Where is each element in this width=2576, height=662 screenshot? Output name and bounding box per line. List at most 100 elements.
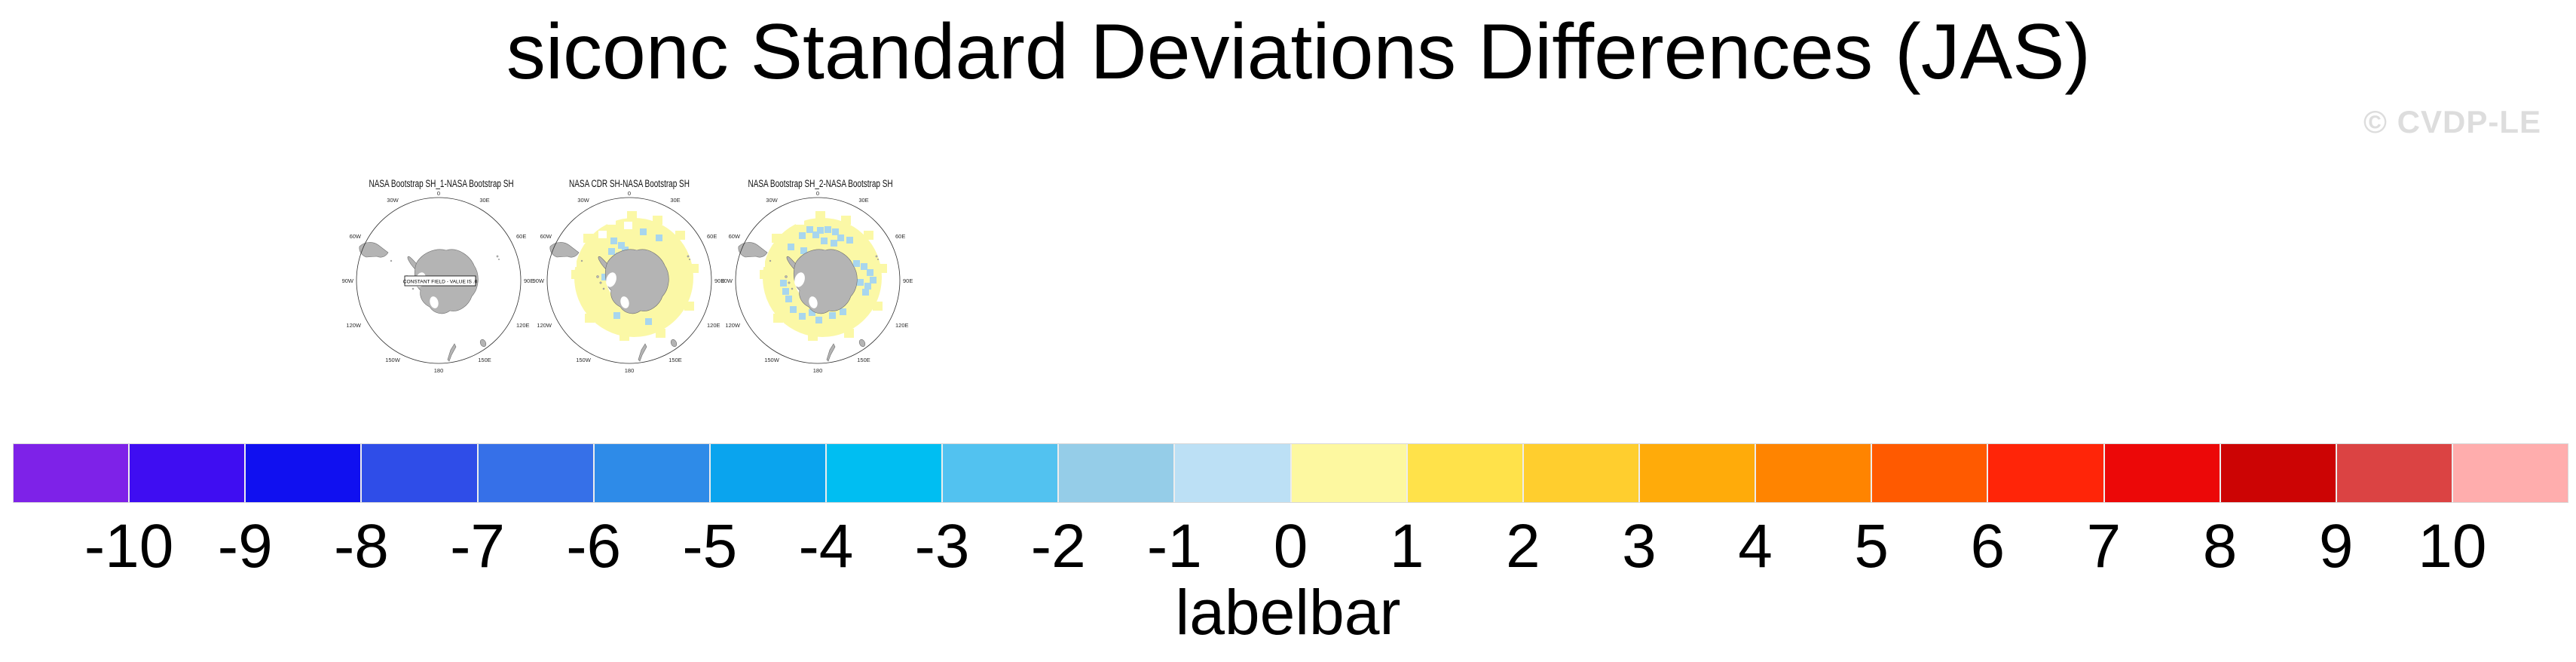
- ice-cell-negative: [610, 238, 617, 244]
- weddell-sea-notch: [794, 272, 805, 287]
- small-island: [875, 255, 878, 258]
- lon-label: 150W: [385, 357, 401, 363]
- panel-title: NASA Bootstrap SH_1-NASA Bootstrap SH: [369, 178, 514, 189]
- ice-cell-negative: [829, 312, 836, 319]
- sea-ice-diff-positive-field: [574, 218, 693, 337]
- lon-label: 90E: [524, 277, 534, 284]
- lon-label: 30W: [766, 197, 778, 204]
- lon-label: 30W: [577, 197, 589, 204]
- ice-cell-positive: [873, 302, 883, 311]
- labelbar-caption: labelbar: [1175, 577, 1401, 648]
- lon-label: 30E: [858, 197, 868, 204]
- antarctica-landmass: [793, 249, 858, 314]
- lon-label: 90W: [342, 277, 354, 284]
- ice-cell-negative: [800, 247, 807, 254]
- labelbar-tick: -5: [682, 512, 738, 581]
- labelbar-tick: -3: [914, 512, 970, 581]
- map-panel-nasa-cdr-sh: NASA CDR SH-NASA Bootstrap SH 0 30E 60E 90E…: [533, 176, 725, 375]
- ice-cell-positive: [656, 329, 665, 338]
- ice-gap: [796, 217, 804, 225]
- constant-field-note-box: [404, 275, 476, 287]
- ice-cell-negative: [846, 237, 853, 244]
- ice-cell-negative: [788, 244, 794, 250]
- labelbar-tick: 0: [1273, 512, 1308, 581]
- ice-cell-positive: [808, 332, 818, 341]
- lon-label: 60W: [350, 233, 362, 240]
- south-america-tip: [549, 242, 580, 258]
- labelbar-color-box: [1175, 444, 1292, 502]
- ice-cell-positive: [877, 264, 887, 273]
- tasmania: [858, 339, 866, 348]
- ice-cell-negative: [840, 308, 846, 315]
- ice-cell-negative: [867, 269, 873, 276]
- labelbar-tick: -6: [566, 512, 622, 581]
- polar-map-nasa-cdr-sh: 0 30E 60E 90E 120E 150E 180 150W 120W 90W 60W 30W: [533, 190, 725, 374]
- labelbar-tick: -10: [84, 512, 174, 581]
- ice-cell-negative: [790, 306, 797, 313]
- ross-sea-notch: [809, 296, 818, 308]
- labelbar-color-box: [2220, 444, 2337, 502]
- ice-cell-negative: [817, 227, 824, 234]
- labelbar-tick: 1: [1389, 512, 1424, 581]
- lon-label: 150E: [668, 357, 682, 363]
- new-zealand: [826, 343, 836, 362]
- ice-cell-negative: [857, 279, 864, 286]
- ice-cell-negative: [806, 226, 813, 233]
- weddell-sea-notch: [606, 272, 616, 287]
- cvdp-le-watermark: © CVDP-LE: [2363, 104, 2541, 139]
- ice-cell-negative: [832, 228, 839, 235]
- labelbar-tick: -1: [1146, 512, 1202, 581]
- labelbar: [13, 443, 2568, 503]
- ice-cell-positive: [571, 270, 581, 279]
- labelbar-tick: -2: [1030, 512, 1086, 581]
- ice-cell-negative: [785, 296, 792, 302]
- ice-cell-negative: [809, 309, 815, 316]
- ice-cell-negative: [815, 317, 822, 323]
- labelbar-tick: -7: [450, 512, 505, 581]
- map-boundary-circle: [735, 197, 901, 364]
- labelbar-color-box: [1639, 444, 1757, 502]
- panel-title: NASA Bootstrap SH_2-NASA Bootstrap SH: [748, 178, 893, 189]
- ice-cell-negative: [861, 263, 867, 270]
- lon-label: 120W: [725, 322, 741, 329]
- ice-cell-negative: [870, 277, 877, 283]
- labelbar-tick: 7: [2086, 512, 2122, 581]
- small-island: [580, 259, 583, 262]
- ice-cell-negative: [799, 313, 806, 320]
- lon-label: 0: [628, 190, 631, 197]
- labelbar-color-box: [1872, 444, 1989, 502]
- small-island: [596, 275, 599, 278]
- labelbar-color-box: [130, 444, 246, 502]
- ice-cell-negative: [656, 234, 662, 241]
- labelbar-color-box: [2452, 444, 2568, 502]
- labelbar-tick: -4: [798, 512, 854, 581]
- ice-cell-positive: [675, 231, 685, 240]
- new-zealand: [638, 343, 647, 362]
- ice-cell-negative: [864, 283, 871, 290]
- labelbar-tick: -8: [333, 512, 389, 581]
- page-title: siconc Standard Deviations Differences (…: [506, 8, 2091, 96]
- ice-cell-negative: [601, 274, 608, 280]
- labelbar-tick: 9: [2318, 512, 2354, 581]
- labelbar-color-box: [826, 444, 944, 502]
- tasmania: [670, 339, 678, 348]
- ice-cell-positive: [684, 302, 694, 311]
- ice-gap: [672, 222, 681, 229]
- map-boundary-circle: [356, 197, 522, 364]
- labelbar-tick: 2: [1505, 512, 1540, 581]
- ice-cell-positive: [620, 332, 629, 341]
- lon-label: 150E: [478, 357, 491, 363]
- labelbar-tick: 8: [2202, 512, 2238, 581]
- ice-cell-positive: [689, 264, 699, 273]
- labelbar-color-box: [2336, 444, 2453, 502]
- lon-label: 150W: [576, 357, 592, 363]
- ice-cell-negative: [837, 234, 844, 241]
- ice-gap: [757, 259, 765, 267]
- labelbar-tick: 3: [1622, 512, 1657, 581]
- ice-cell-positive: [773, 314, 783, 323]
- ice-cell-negative: [640, 228, 647, 235]
- constant-field-note: CONSTANT FIELD - VALUE IS .0: [403, 280, 478, 285]
- ice-cell-positive: [583, 234, 593, 243]
- map-panel-nasa-bootstrap-sh-1: NASA Bootstrap SH_1-NASA Bootstrap SH 0 3…: [342, 176, 534, 375]
- lon-label: 150W: [764, 357, 780, 363]
